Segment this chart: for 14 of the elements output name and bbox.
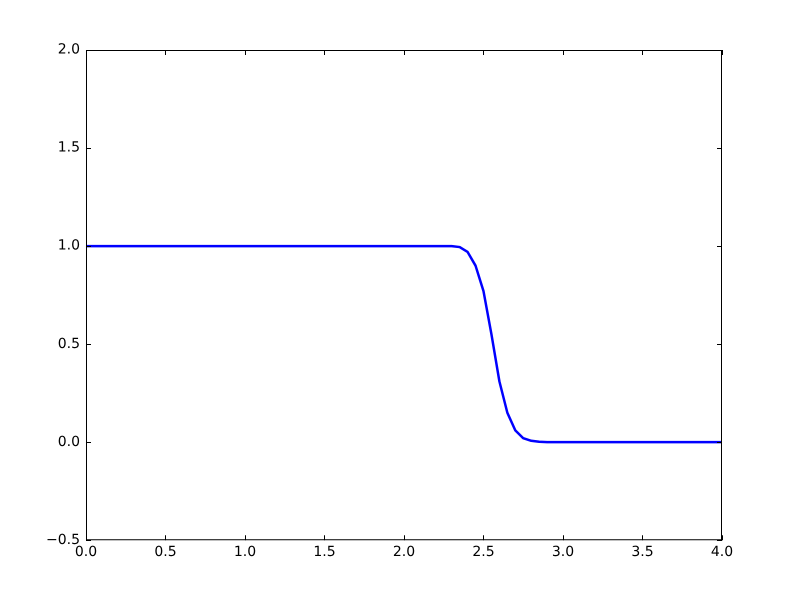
x-tick-label: 2.5	[472, 544, 495, 560]
x-tick-label: 0.0	[74, 544, 98, 560]
y-tick-label: 1.5	[58, 140, 80, 156]
x-tick-label: 1.0	[234, 544, 256, 560]
x-tick-label: 3.5	[631, 544, 654, 560]
y-tick-label: 2.0	[58, 42, 80, 58]
x-tick-label: 4.0	[710, 544, 734, 560]
x-tick-label: 1.5	[313, 544, 336, 560]
x-tick-label: 0.5	[154, 544, 177, 560]
y-tick-label: 0.5	[58, 336, 80, 352]
y-tick-label: 0.0	[58, 434, 80, 450]
y-tick-label: 1.0	[58, 238, 80, 254]
x-tick-label: 2.0	[392, 544, 416, 560]
x-tick-label: 3.0	[552, 544, 574, 560]
